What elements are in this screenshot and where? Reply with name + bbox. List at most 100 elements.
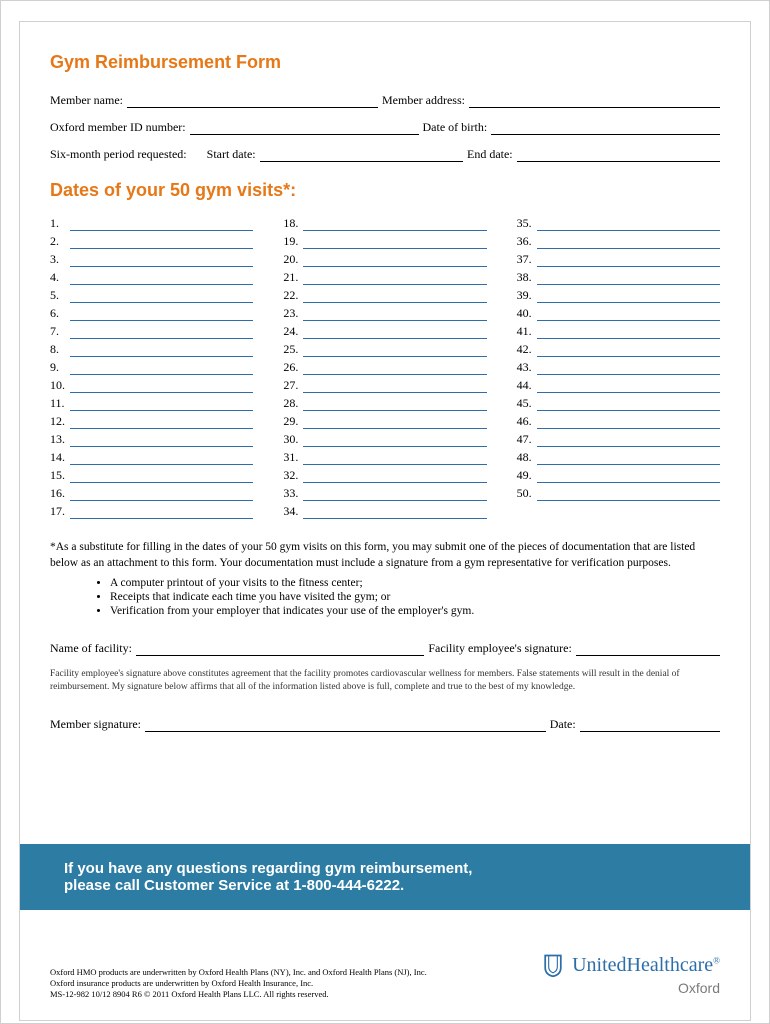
visit-number: 6.	[50, 306, 68, 321]
visit-date-input[interactable]	[537, 428, 720, 429]
visit-date-input[interactable]	[70, 356, 253, 357]
visit-number: 24.	[283, 324, 301, 339]
visit-date-input[interactable]	[303, 374, 486, 375]
visit-date-input[interactable]	[537, 320, 720, 321]
facility-row: Name of facility: Facility employee's si…	[50, 641, 720, 656]
visit-row: 29.	[283, 411, 486, 429]
visit-date-input[interactable]	[303, 356, 486, 357]
visit-row: 25.	[283, 339, 486, 357]
visit-date-input[interactable]	[70, 266, 253, 267]
visit-date-input[interactable]	[70, 302, 253, 303]
visit-date-input[interactable]	[70, 410, 253, 411]
cta-line1: If you have any questions regarding gym …	[64, 860, 706, 877]
visit-row: 3.	[50, 249, 253, 267]
member-sig-input[interactable]	[145, 719, 546, 732]
visit-date-input[interactable]	[537, 302, 720, 303]
visit-date-input[interactable]	[70, 482, 253, 483]
visit-row: 18.	[283, 213, 486, 231]
visit-number: 41.	[517, 324, 535, 339]
visit-row: 7.	[50, 321, 253, 339]
visit-date-input[interactable]	[303, 446, 486, 447]
visit-number: 3.	[50, 252, 68, 267]
visit-row: 14.	[50, 447, 253, 465]
visit-date-input[interactable]	[303, 482, 486, 483]
visit-row: 1.	[50, 213, 253, 231]
visit-number: 2.	[50, 234, 68, 249]
visit-date-input[interactable]	[70, 464, 253, 465]
visit-date-input[interactable]	[303, 302, 486, 303]
visit-date-input[interactable]	[303, 500, 486, 501]
member-name-input[interactable]	[127, 95, 378, 108]
visit-number: 27.	[283, 378, 301, 393]
visit-date-input[interactable]	[70, 392, 253, 393]
visit-date-input[interactable]	[70, 320, 253, 321]
visit-date-input[interactable]	[537, 230, 720, 231]
visit-date-input[interactable]	[303, 518, 486, 519]
visit-date-input[interactable]	[70, 338, 253, 339]
visit-date-input[interactable]	[303, 410, 486, 411]
member-id-input[interactable]	[190, 122, 419, 135]
visit-date-input[interactable]	[537, 482, 720, 483]
start-date-input[interactable]	[260, 149, 463, 162]
period-prefix-label: Six-month period requested:	[50, 147, 187, 162]
disclaimer-text: Facility employee's signature above cons…	[50, 668, 720, 693]
visit-row: 22.	[283, 285, 486, 303]
visit-date-input[interactable]	[70, 500, 253, 501]
cta-line2: please call Customer Service at 1-800-44…	[64, 877, 706, 894]
visit-date-input[interactable]	[537, 446, 720, 447]
visit-date-input[interactable]	[303, 266, 486, 267]
visit-date-input[interactable]	[303, 320, 486, 321]
facility-sig-input[interactable]	[576, 643, 720, 656]
visit-date-input[interactable]	[537, 338, 720, 339]
visit-date-input[interactable]	[537, 284, 720, 285]
visit-date-input[interactable]	[303, 248, 486, 249]
visit-number: 48.	[517, 450, 535, 465]
visit-date-input[interactable]	[70, 374, 253, 375]
dob-label: Date of birth:	[423, 120, 488, 135]
facility-name-input[interactable]	[136, 643, 424, 656]
visit-row: 5.	[50, 285, 253, 303]
visit-row: 9.	[50, 357, 253, 375]
visits-column: 1.2.3.4.5.6.7.8.9.10.11.12.13.14.15.16.1…	[50, 213, 253, 519]
facility-name-label: Name of facility:	[50, 641, 132, 656]
visit-date-input[interactable]	[537, 464, 720, 465]
visit-date-input[interactable]	[70, 428, 253, 429]
visit-number: 19.	[283, 234, 301, 249]
visit-date-input[interactable]	[303, 392, 486, 393]
visit-date-input[interactable]	[70, 230, 253, 231]
visit-number: 46.	[517, 414, 535, 429]
visit-number: 4.	[50, 270, 68, 285]
member-id-label: Oxford member ID number:	[50, 120, 186, 135]
visit-date-input[interactable]	[537, 374, 720, 375]
visit-date-input[interactable]	[70, 284, 253, 285]
visit-date-input[interactable]	[303, 284, 486, 285]
visit-date-input[interactable]	[303, 338, 486, 339]
end-date-label: End date:	[467, 147, 513, 162]
visit-date-input[interactable]	[537, 392, 720, 393]
visit-date-input[interactable]	[537, 248, 720, 249]
visit-date-input[interactable]	[537, 356, 720, 357]
visit-number: 37.	[517, 252, 535, 267]
visit-number: 43.	[517, 360, 535, 375]
visit-date-input[interactable]	[537, 410, 720, 411]
visit-row: 21.	[283, 267, 486, 285]
visit-row: 27.	[283, 375, 486, 393]
member-name-label: Member name:	[50, 93, 123, 108]
visit-date-input[interactable]	[70, 518, 253, 519]
visit-date-input[interactable]	[303, 230, 486, 231]
visit-date-input[interactable]	[303, 428, 486, 429]
member-address-input[interactable]	[469, 95, 720, 108]
sig-date-input[interactable]	[580, 719, 720, 732]
visit-date-input[interactable]	[537, 266, 720, 267]
visit-number: 11.	[50, 396, 68, 411]
visit-date-input[interactable]	[537, 500, 720, 501]
visit-date-input[interactable]	[70, 248, 253, 249]
visit-row: 39.	[517, 285, 720, 303]
visits-title: Dates of your 50 gym visits*:	[50, 180, 720, 201]
visit-date-input[interactable]	[70, 446, 253, 447]
bullet-item: Verification from your employer that ind…	[110, 605, 720, 617]
visit-row: 13.	[50, 429, 253, 447]
visit-date-input[interactable]	[303, 464, 486, 465]
end-date-input[interactable]	[517, 149, 720, 162]
dob-input[interactable]	[491, 122, 720, 135]
